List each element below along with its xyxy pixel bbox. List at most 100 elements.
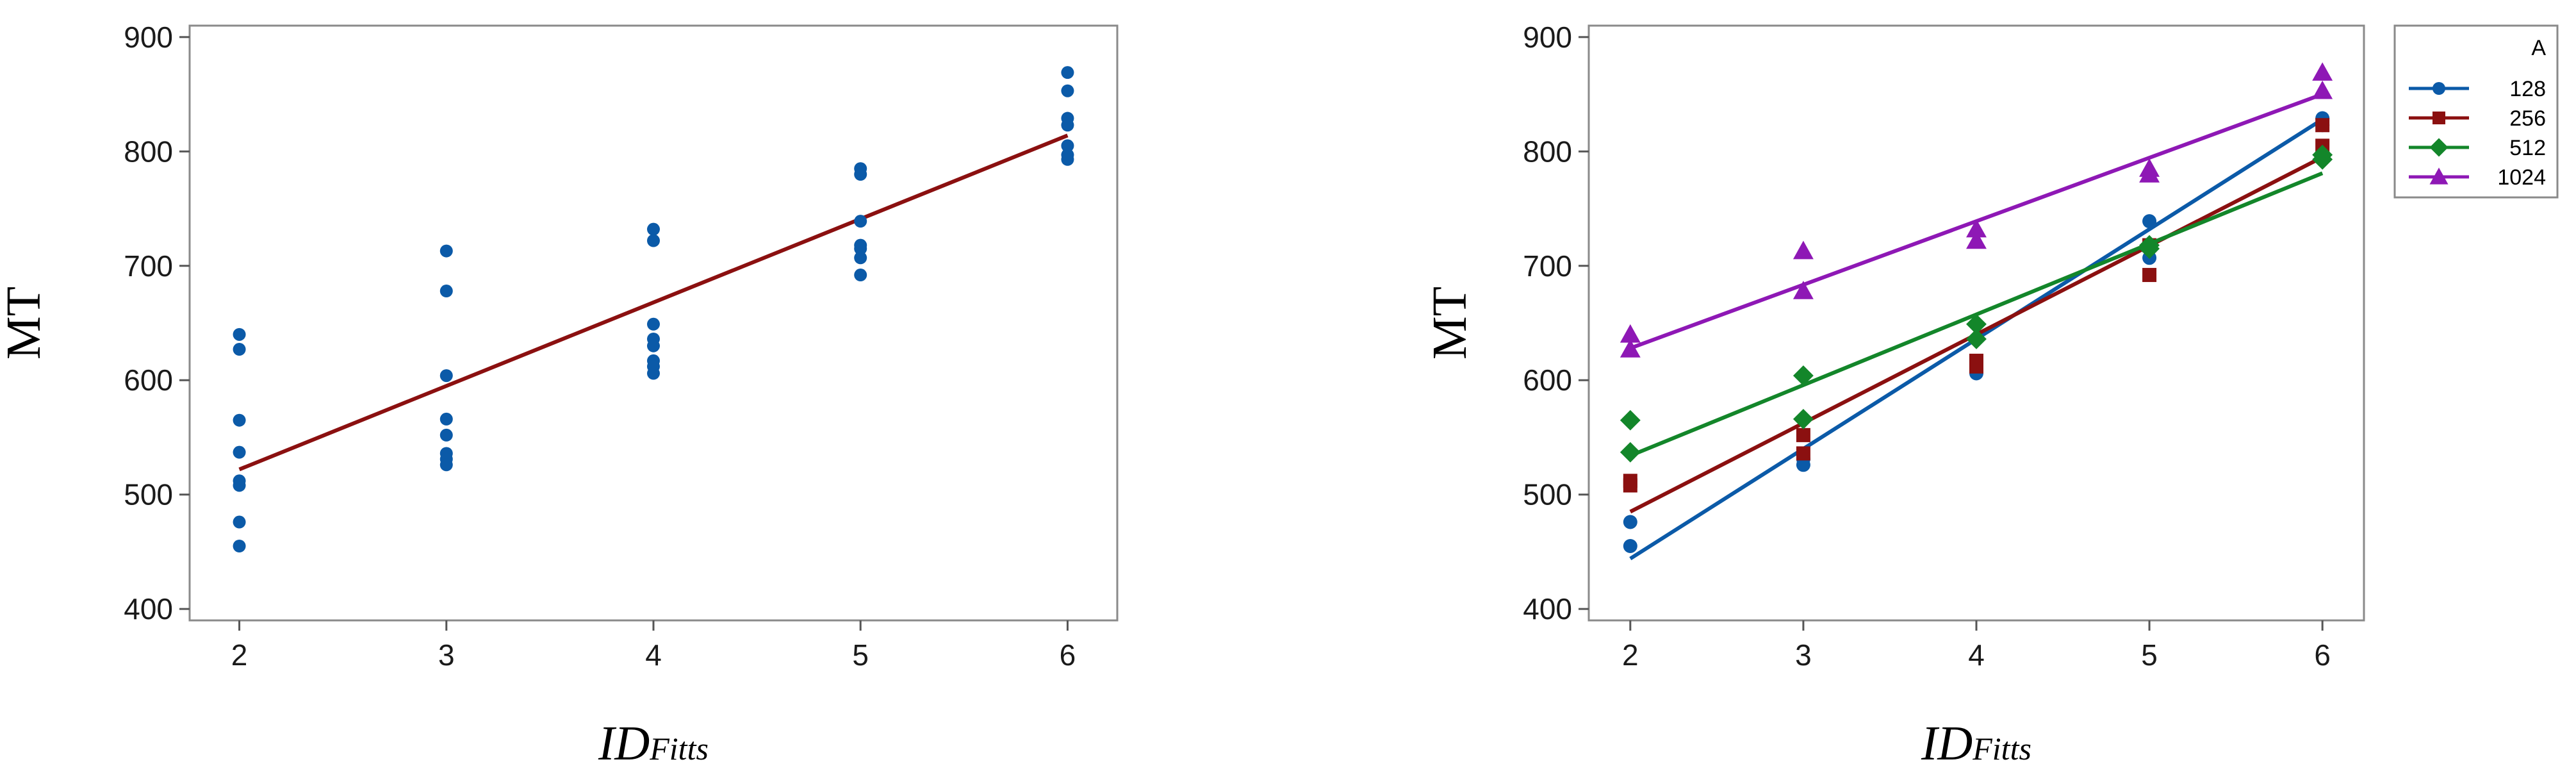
y-tick-label: 800	[124, 135, 173, 168]
series-512-point	[2312, 149, 2333, 170]
x-tick-label: 3	[1795, 638, 1812, 672]
series-128-point	[1623, 539, 1637, 553]
y-tick-label: 700	[1523, 249, 1572, 283]
series-1-point	[647, 367, 660, 380]
y-axis-title: MT	[1423, 286, 1477, 360]
x-axis-title-main: ID	[598, 717, 650, 770]
series-128-point	[2142, 214, 2157, 229]
x-axis-title-subscript: Fitts	[1972, 731, 2031, 767]
series-256-point	[2142, 268, 2157, 283]
series-1-point	[439, 412, 453, 426]
series-1-point	[233, 540, 246, 552]
series-1-point	[233, 413, 246, 427]
series-128-point	[1623, 515, 1637, 529]
series-256-point	[1796, 427, 1810, 442]
x-axis-title-subscript: Fitts	[649, 731, 709, 767]
series-1-point	[647, 234, 660, 247]
y-tick-label: 400	[124, 592, 173, 626]
series-1-point	[647, 339, 660, 352]
series-1024-point	[1966, 230, 1987, 249]
x-axis-title-main: ID	[1921, 717, 1973, 770]
series-1024-point	[1620, 324, 1641, 343]
series-512-point	[1966, 313, 1987, 335]
series-1-point	[854, 215, 867, 228]
x-tick-label: 4	[645, 638, 662, 672]
x-tick-label: 5	[2141, 638, 2158, 672]
series-1-point	[854, 269, 867, 282]
series-256-point	[1796, 446, 1810, 461]
legend-swatch-marker	[2429, 138, 2449, 157]
legend-label: 256	[2509, 106, 2546, 131]
series-1-point	[854, 251, 867, 265]
series-512-point	[1620, 410, 1641, 431]
series-1-point	[233, 515, 246, 529]
series-512-point	[2139, 238, 2160, 259]
legend: A 128 256 512 1024	[2393, 24, 2559, 199]
legend-label: 512	[2509, 136, 2546, 160]
x-tick-label: 5	[852, 638, 869, 672]
y-tick-label: 800	[1523, 135, 1572, 168]
x-tick-label: 4	[1968, 638, 1985, 672]
series-1-point	[233, 445, 246, 459]
y-tick-label: 500	[1523, 478, 1572, 511]
series-512-point	[1966, 329, 1987, 349]
series-1-point	[233, 479, 246, 492]
legend-swatch-marker	[2432, 112, 2445, 124]
y-tick-label: 700	[124, 249, 173, 283]
legend-title: A	[2531, 36, 2546, 60]
series-128-point	[1796, 458, 1810, 472]
series-1-point	[439, 428, 453, 442]
series-512-point	[1793, 408, 1814, 429]
series-1-point	[1061, 119, 1074, 132]
series-1024-point	[1793, 281, 1814, 299]
series-1-point	[233, 327, 246, 341]
series-1-point	[439, 244, 453, 258]
series-1-point	[1061, 153, 1074, 166]
chart-1: 400 500 600 700 800 900 2 3 4 5 6 MT IDFitts	[0, 21, 1119, 770]
series-1-point	[439, 285, 453, 298]
x-axis-title: IDFitts	[1921, 717, 2031, 770]
y-tick-label: 600	[1523, 363, 1572, 397]
x-tick-label: 6	[2314, 638, 2331, 672]
series-1024-point	[1793, 240, 1814, 260]
y-tick-label: 500	[124, 478, 173, 511]
series-256-point	[1623, 478, 1637, 493]
series-512-point	[1620, 442, 1641, 463]
series-1-point	[439, 458, 453, 472]
series-1-point	[439, 369, 453, 383]
chart-2: 400 500 600 700 800 900 2 3 4 5 6 MT IDFitts A 128 256 5…	[1423, 21, 2559, 770]
series-1024-point	[2312, 62, 2333, 81]
legend-swatch-marker	[2429, 167, 2449, 185]
y-tick-label: 600	[124, 363, 173, 397]
legend-label: 1024	[2497, 165, 2546, 190]
x-axis-title: IDFitts	[598, 717, 709, 770]
y-axis-title: MT	[0, 286, 51, 360]
fit-line	[238, 133, 1069, 472]
series-1-point	[1061, 139, 1074, 153]
series-1024-point	[1620, 339, 1641, 358]
y-tick-label: 400	[1523, 592, 1572, 626]
x-tick-label: 2	[1622, 638, 1639, 672]
series-256-point	[1969, 359, 1983, 374]
y-tick-label: 900	[1523, 21, 1572, 54]
x-tick-label: 6	[1060, 638, 1076, 672]
series-1-point	[854, 168, 867, 181]
x-tick-label: 2	[231, 638, 248, 672]
series-512-point	[1793, 365, 1814, 386]
y-tick-label: 900	[124, 21, 173, 54]
legend-label: 128	[2509, 77, 2546, 101]
series-1-point	[1061, 66, 1074, 79]
series-1-point	[647, 222, 660, 236]
series-1-point	[233, 343, 246, 356]
x-tick-label: 3	[438, 638, 455, 672]
series-1024-point	[1966, 219, 1987, 238]
series-1-point	[1061, 84, 1074, 97]
legend-box	[2393, 24, 2559, 199]
legend-swatch-marker	[2432, 82, 2445, 95]
series-1-point	[647, 317, 660, 331]
series-1024-point	[2139, 164, 2160, 183]
series-1024-point	[2312, 80, 2333, 99]
series-1-point	[854, 242, 867, 255]
series-256-point	[2315, 118, 2330, 133]
